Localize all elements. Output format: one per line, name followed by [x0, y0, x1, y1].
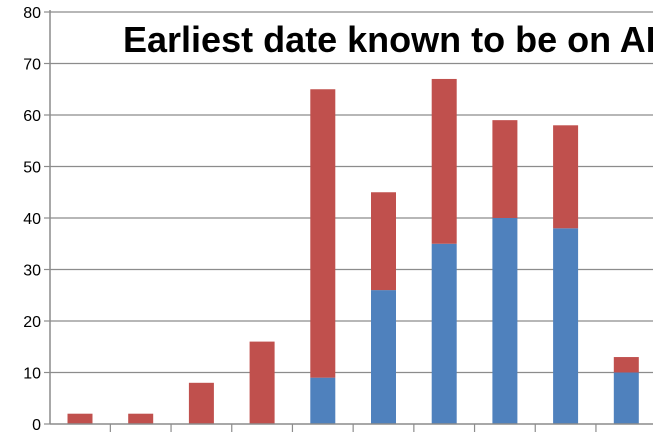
- bar-segment-series-2: [310, 89, 336, 378]
- y-tick-label: 10: [23, 366, 41, 383]
- y-tick-label: 80: [23, 5, 41, 22]
- y-tick-label: 70: [23, 57, 41, 74]
- bar-segment-series-1: [371, 290, 396, 424]
- y-tick-label: 0: [32, 417, 41, 432]
- bar-segment-series-1: [553, 228, 579, 424]
- bars: [67, 78, 639, 424]
- y-tick-labels: 0 10 20 30 40 50 60 70 80: [23, 5, 41, 432]
- bar-segment-series-2: [371, 192, 396, 291]
- bar-segment-series-2: [431, 78, 457, 244]
- bar-segment-series-2: [128, 413, 154, 424]
- bar-segment-series-2: [613, 357, 639, 373]
- y-tick-label: 60: [23, 108, 41, 125]
- bar-segment-series-2: [249, 341, 275, 424]
- axes: [44, 10, 653, 432]
- bar-segment-series-2: [67, 413, 93, 424]
- y-tick-label: 20: [23, 314, 41, 331]
- bar-segment-series-2: [492, 120, 518, 218]
- bar-segment-series-1: [310, 377, 336, 424]
- chart-title: Earliest date known to be on ART: [123, 19, 653, 60]
- bar-segment-series-1: [613, 372, 639, 424]
- bar-segment-series-1: [431, 243, 457, 424]
- y-tick-label: 40: [23, 211, 41, 228]
- gridlines: [50, 11, 653, 374]
- bar-segment-series-2: [188, 382, 214, 424]
- bar-segment-series-2: [553, 125, 579, 229]
- y-tick-label: 50: [23, 160, 41, 177]
- bar-segment-series-1: [492, 218, 518, 424]
- y-tick-label: 30: [23, 263, 41, 280]
